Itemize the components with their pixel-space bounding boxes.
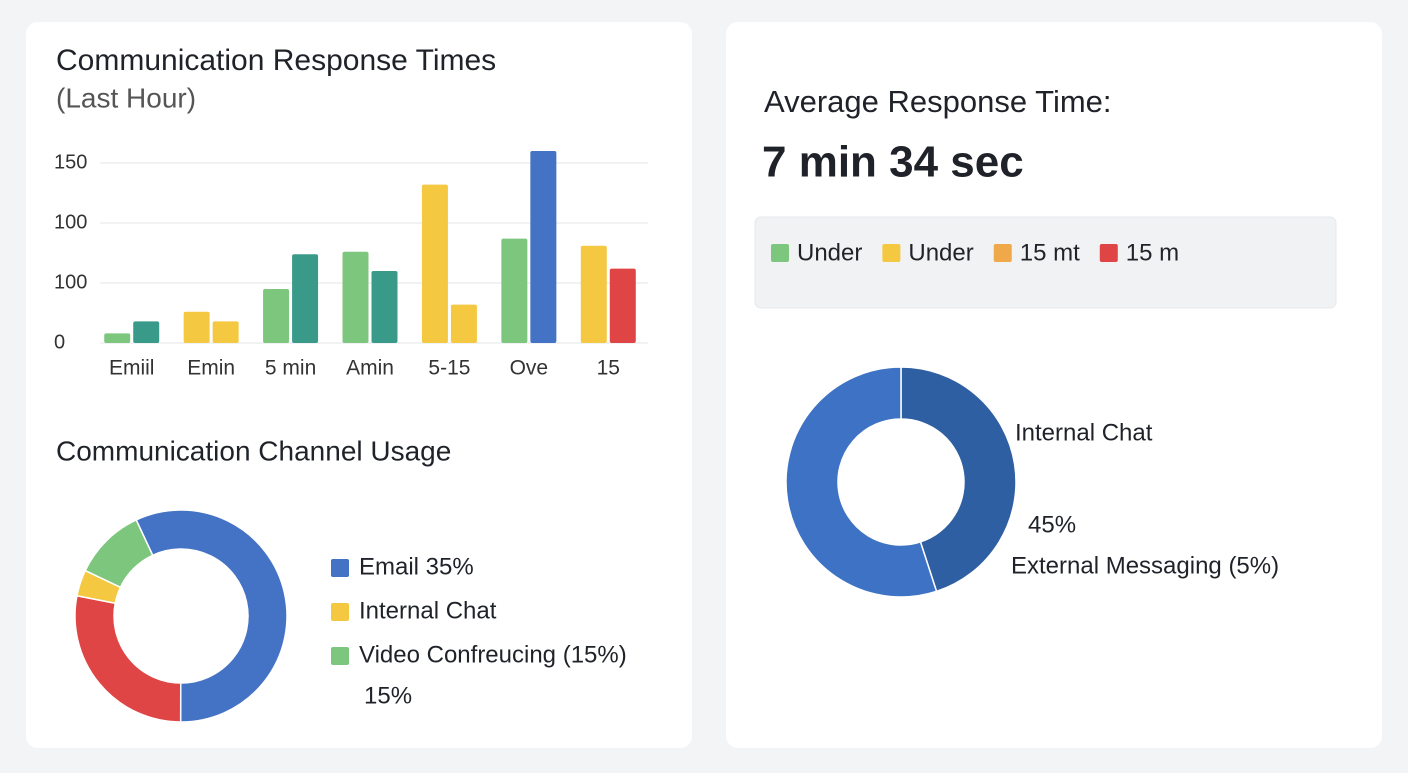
- legend-swatch: [993, 244, 1012, 262]
- bar: [342, 251, 369, 343]
- bar: [371, 271, 398, 343]
- bar: [501, 238, 528, 343]
- bar-subtitle: (Last Hour): [56, 82, 196, 113]
- summary-value: 7 min 34 sec: [762, 138, 1024, 187]
- legend-box: [754, 216, 1337, 309]
- donut-annotation: External Messaging (5%): [1011, 552, 1279, 579]
- bar: [263, 289, 290, 343]
- bar: [212, 321, 239, 343]
- bar: [421, 184, 448, 343]
- legend-swatch: [882, 244, 901, 262]
- donut-title: Communication Channel Usage: [56, 435, 451, 466]
- x-tick-label: 15: [597, 357, 620, 380]
- legend-label: Video Confreucing (15%): [359, 641, 627, 668]
- legend-swatch: [771, 244, 789, 262]
- donut-annotation: Internal Chat: [1015, 419, 1153, 446]
- summary-label: Average Response Time:: [764, 84, 1112, 119]
- donut-slice: [785, 366, 938, 598]
- x-tick-label: 5-15: [428, 357, 470, 380]
- legend-label: Email 35%: [359, 553, 474, 580]
- legend-label: Under: [797, 239, 862, 266]
- legend-swatch: [331, 647, 349, 665]
- legend-label: Internal Chat: [359, 597, 497, 624]
- bar: [104, 333, 131, 343]
- x-tick-label: Emiil: [109, 357, 155, 380]
- legend-label: 15 mt: [1020, 239, 1080, 266]
- bar: [580, 245, 607, 343]
- x-tick-label: Ove: [510, 357, 549, 380]
- x-tick-label: 5 min: [265, 357, 316, 380]
- bar: [292, 254, 319, 343]
- legend-swatch: [331, 559, 349, 577]
- bar: [133, 321, 160, 343]
- donut-slice: [84, 518, 154, 589]
- legend-swatch: [1099, 244, 1118, 262]
- y-tick-label: 150: [54, 151, 87, 173]
- x-tick-label: Emin: [187, 357, 235, 380]
- donut-slice: [135, 509, 288, 723]
- y-tick-label: 100: [54, 211, 87, 233]
- donut-slice: [900, 366, 1017, 593]
- donut-annotation: 45%: [1028, 511, 1076, 538]
- right-card: [726, 22, 1382, 748]
- legend-label: Under: [908, 239, 973, 266]
- donut-annotation: 15%: [364, 682, 412, 709]
- y-tick-label: 100: [54, 271, 87, 293]
- bar: [183, 311, 210, 343]
- bar-title: Communication Response Times: [56, 44, 496, 77]
- bar: [530, 151, 557, 343]
- left-card: [26, 22, 692, 748]
- legend-swatch: [331, 603, 349, 621]
- y-tick-label: 0: [54, 331, 65, 353]
- bar: [609, 268, 636, 343]
- bar: [450, 304, 477, 343]
- legend-label: 15 m: [1126, 239, 1179, 266]
- x-tick-label: Amin: [346, 357, 394, 380]
